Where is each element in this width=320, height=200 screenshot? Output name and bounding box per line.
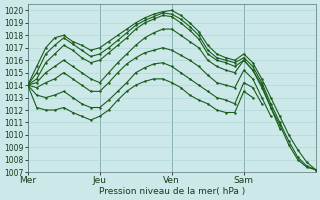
X-axis label: Pression niveau de la mer( hPa ): Pression niveau de la mer( hPa ) xyxy=(99,187,245,196)
